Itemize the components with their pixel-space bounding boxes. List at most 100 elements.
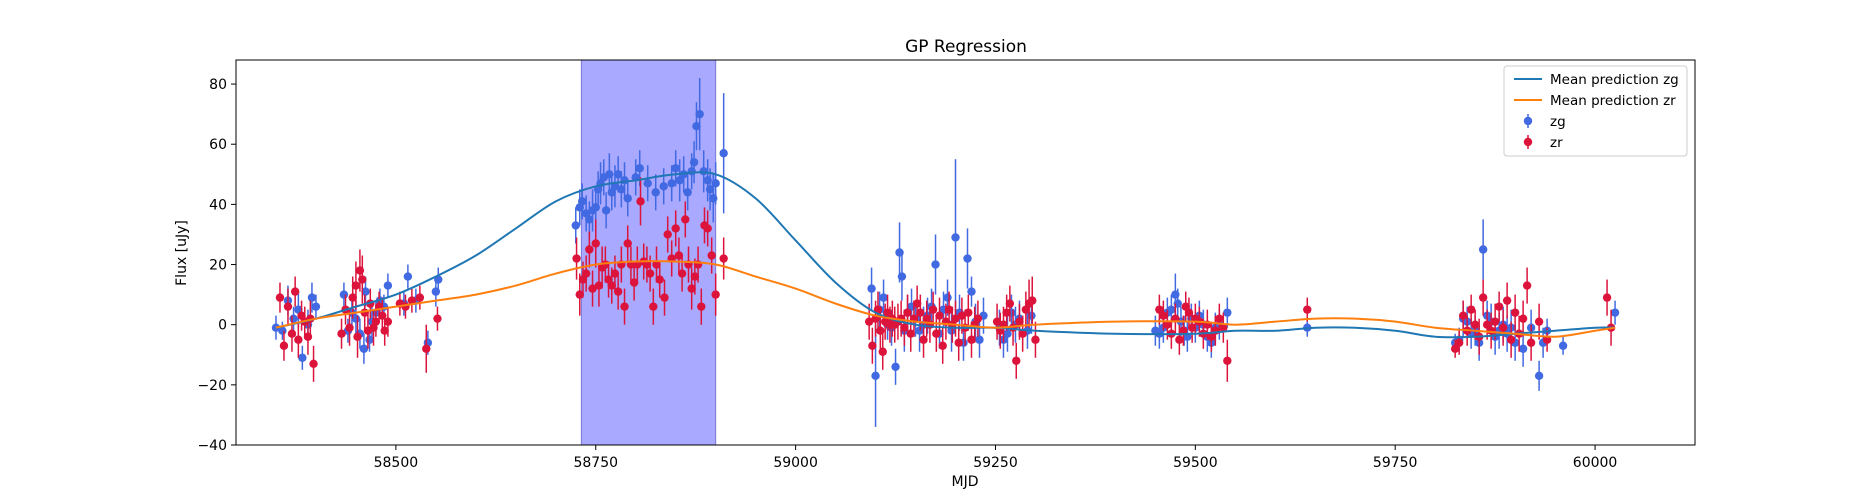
zr-point — [275, 282, 285, 313]
zr-point — [919, 321, 928, 358]
zr-point — [903, 294, 912, 331]
zr-point — [1518, 300, 1528, 337]
zg-point — [571, 207, 580, 244]
legend-label: Mean prediction zr — [1550, 93, 1676, 109]
zr-point — [1002, 294, 1011, 331]
x-tick-label: 59750 — [1373, 455, 1418, 471]
zg-point — [871, 324, 880, 427]
zr-point — [1490, 303, 1500, 340]
zr-point — [283, 288, 293, 325]
zr-point — [655, 261, 664, 298]
zg-point — [601, 192, 611, 229]
zr-point — [345, 309, 354, 346]
y-tick-label: −20 — [197, 378, 227, 394]
zg-point — [643, 165, 652, 202]
y-axis-label: Flux [uJy] — [174, 220, 190, 286]
plot-area — [271, 60, 1620, 445]
zg-point — [675, 159, 684, 202]
zr-point — [928, 291, 938, 328]
zr-point — [711, 273, 720, 316]
zr-point — [1155, 294, 1164, 325]
zr-point — [1502, 282, 1512, 319]
zr-point — [642, 246, 652, 283]
x-tick-label: 58500 — [374, 455, 419, 471]
zr-point — [591, 219, 600, 268]
zr-point — [629, 264, 639, 301]
zr-point — [964, 294, 973, 331]
zr-point — [358, 255, 367, 304]
zr-point — [697, 288, 706, 325]
zg-point — [963, 228, 972, 289]
zr-point — [878, 333, 887, 370]
zg-point — [1223, 297, 1232, 328]
zg-point — [891, 348, 900, 385]
series-zr — [275, 177, 1616, 382]
legend-entry: zr — [1523, 135, 1563, 151]
zr-point — [1494, 291, 1504, 322]
zg-point — [931, 234, 940, 295]
x-tick-label: 59500 — [1173, 455, 1218, 471]
zg-point — [651, 174, 660, 211]
legend-label: Mean prediction zg — [1550, 72, 1679, 88]
zr-point — [1005, 285, 1015, 322]
zr-point — [649, 288, 658, 325]
zr-point — [944, 291, 954, 328]
zr-point — [279, 330, 289, 361]
zr-point — [671, 210, 680, 247]
zr-point — [1482, 309, 1492, 340]
zg-point — [692, 102, 701, 151]
zr-point — [900, 309, 909, 346]
x-tick-label: 58750 — [573, 455, 618, 471]
x-tick-label: 59250 — [973, 455, 1018, 471]
zg-point — [613, 156, 623, 193]
zr-point — [383, 306, 393, 337]
zr-point — [1219, 312, 1228, 343]
y-tick-label: 20 — [209, 258, 227, 274]
zg-point — [1610, 300, 1620, 325]
zg-point — [879, 279, 888, 316]
zr-point — [290, 276, 300, 307]
zr-point — [660, 279, 669, 316]
zr-point — [1478, 279, 1488, 316]
zg-point — [623, 180, 632, 217]
zr-point — [1303, 297, 1312, 322]
zr-point — [1602, 279, 1612, 316]
zr-point — [954, 324, 963, 361]
y-tick-label: 0 — [218, 318, 227, 334]
zr-point — [868, 327, 877, 364]
zr-point — [309, 345, 318, 382]
zr-point — [610, 255, 620, 292]
zr-point — [620, 288, 629, 325]
zr-point — [973, 300, 983, 337]
zr-point — [636, 177, 645, 226]
zg-point — [867, 267, 876, 310]
zr-point — [1470, 309, 1480, 340]
zr-point — [652, 246, 661, 283]
zg-point — [383, 273, 393, 298]
x-tick-label: 59000 — [773, 455, 818, 471]
zr-point — [932, 315, 941, 352]
y-tick-label: 80 — [209, 77, 227, 93]
y-axis: −40 −20 0 20 40 60 80 — [197, 77, 236, 454]
x-axis: 58500 58750 59000 59250 59500 59750 60000 — [374, 445, 1617, 471]
legend-label: zg — [1550, 114, 1566, 130]
zr-point — [585, 231, 594, 268]
zr-point — [371, 306, 381, 337]
zr-point — [1028, 276, 1037, 325]
zr-point — [938, 327, 947, 364]
zg-point — [659, 168, 668, 205]
zg-point — [403, 264, 413, 289]
zg-point — [667, 165, 676, 202]
zr-point — [1526, 324, 1536, 361]
y-tick-label: 40 — [209, 197, 227, 213]
zr-point — [876, 312, 885, 349]
zr-point — [613, 273, 623, 310]
x-axis-label: MJD — [952, 474, 979, 490]
zr-point — [663, 216, 672, 253]
zg-point — [705, 168, 715, 211]
zg-point — [617, 171, 626, 208]
chart-title: GP Regression — [905, 37, 1027, 57]
zg-point — [897, 252, 907, 301]
zr-point — [1498, 309, 1508, 346]
